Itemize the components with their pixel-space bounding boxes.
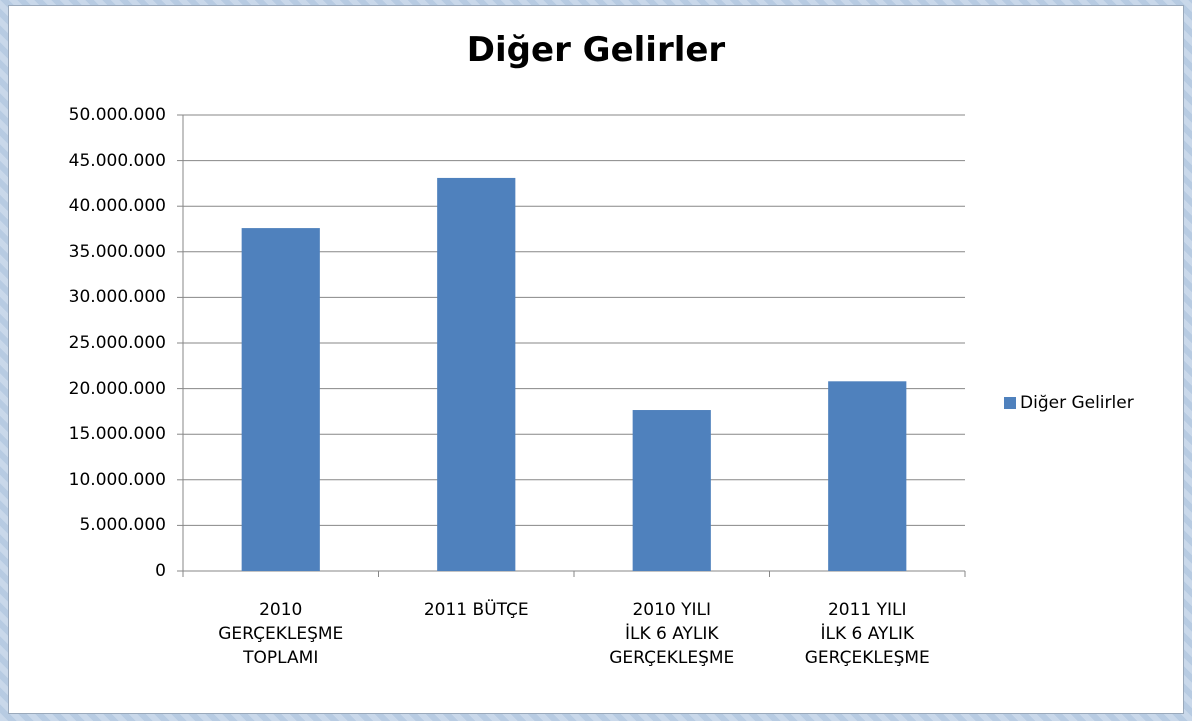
x-tick-label: 2010 GERÇEKLEŞME TOPLAMI xyxy=(218,600,344,668)
y-tick-label: 20.000.000 xyxy=(68,378,166,399)
x-tick-label: 2011 BÜTÇE xyxy=(423,600,529,620)
y-tick-label: 35.000.000 xyxy=(68,241,166,262)
y-tick-label: 15.000.000 xyxy=(68,424,166,445)
y-tick-label: 10.000.000 xyxy=(68,469,166,490)
bar xyxy=(828,381,907,571)
bar xyxy=(632,410,711,571)
bar xyxy=(241,228,320,571)
y-tick-label: 0 xyxy=(155,561,166,581)
y-tick-label: 45.000.000 xyxy=(68,150,166,171)
y-tick-label: 25.000.000 xyxy=(68,333,166,353)
chart-panel xyxy=(8,5,1184,714)
x-tick-label: 2010 YILI İLK 6 AYLIK GERÇEKLEŞME xyxy=(609,600,735,668)
y-tick-label: 40.000.000 xyxy=(68,196,166,217)
legend-swatch xyxy=(1004,397,1016,409)
y-tick-label: 5.000.000 xyxy=(79,515,166,536)
legend-label: Diğer Gelirler xyxy=(1020,393,1134,413)
chart-title: Diğer Gelirler xyxy=(466,30,726,70)
y-tick-label: 50.000.000 xyxy=(68,105,166,125)
bar xyxy=(437,177,516,572)
y-tick-label: 30.000.000 xyxy=(68,287,166,308)
x-tick-label: 2011 YILI İLK 6 AYLIK GERÇEKLEŞME xyxy=(804,600,930,668)
